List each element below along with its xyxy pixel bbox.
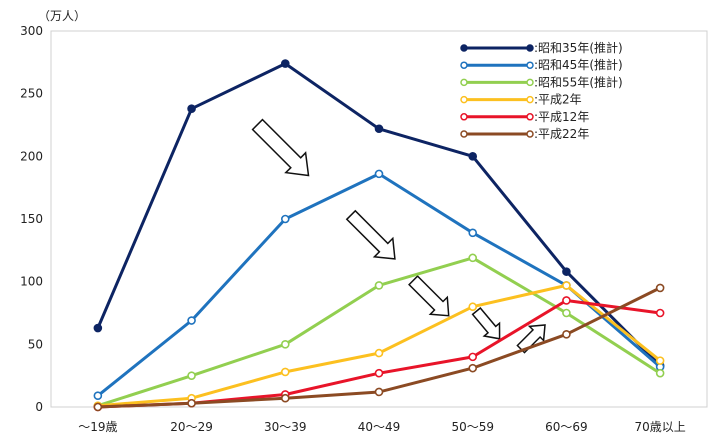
legend-item: :昭和55年(推計) — [460, 74, 623, 89]
x-tick-label: 50～59 — [451, 420, 494, 434]
legend: :昭和35年(推計) :昭和45年(推計) :昭和55年(推計) :平成2年 :平成12… — [460, 40, 623, 141]
data-point — [374, 169, 384, 179]
data-point — [655, 356, 665, 365]
data-point — [374, 281, 384, 290]
legend-marker — [526, 130, 534, 138]
y-tick-label: 250 — [20, 87, 43, 101]
data-point — [655, 283, 665, 293]
data-point — [562, 281, 571, 290]
legend-item: :平成22年 — [460, 127, 589, 141]
legend-item: :平成2年 — [460, 93, 582, 107]
x-tick-label: 70歳以上 — [635, 420, 686, 434]
x-axis-ticks: ～19歳 20～29 30～39 40～49 50～59 60～69 70歳以上 — [78, 420, 686, 434]
y-axis-unit-label: （万人） — [38, 9, 86, 23]
trend-arrow-icon — [251, 118, 310, 177]
x-tick-label: ～19歳 — [78, 420, 117, 434]
y-axis-ticks: 0 50 100 150 200 250 300 — [20, 24, 43, 414]
y-tick-label: 0 — [35, 400, 43, 414]
legend-marker — [460, 61, 468, 69]
data-point — [280, 340, 290, 349]
data-point — [468, 363, 478, 373]
legend-marker — [526, 44, 534, 52]
legend-marker — [460, 44, 468, 52]
legend-label: :昭和45年(推計) — [534, 57, 623, 72]
data-point — [93, 323, 103, 333]
data-point — [280, 367, 290, 377]
data-point — [187, 398, 196, 408]
data-point — [374, 368, 384, 378]
legend-label: :昭和55年(推計) — [534, 74, 623, 89]
data-point — [187, 371, 196, 380]
data-point — [562, 308, 571, 318]
data-point — [468, 302, 478, 312]
data-point — [562, 330, 571, 339]
x-tick-label: 40～49 — [358, 420, 401, 434]
series-lines — [93, 59, 665, 412]
y-tick-label: 200 — [20, 149, 43, 163]
y-tick-label: 150 — [20, 212, 43, 226]
legend-label: :平成12年 — [534, 110, 589, 124]
plot-area — [50, 30, 708, 408]
data-point — [93, 391, 103, 401]
legend-marker — [460, 95, 468, 104]
trend-arrow-icon — [408, 275, 450, 317]
legend-item: :昭和45年(推計) — [460, 57, 623, 72]
legend-marker — [460, 113, 468, 121]
legend-marker — [526, 113, 534, 121]
trend-arrow-icon — [471, 306, 501, 340]
data-point — [374, 348, 384, 358]
data-point — [468, 352, 478, 362]
series-line — [97, 283, 662, 408]
legend-label: :平成2年 — [534, 93, 582, 107]
legend-marker — [526, 78, 534, 87]
data-point — [93, 402, 103, 412]
data-point — [374, 387, 384, 397]
y-tick-label: 50 — [28, 337, 43, 351]
legend-marker — [460, 78, 468, 87]
x-tick-label: 20～29 — [170, 420, 213, 434]
legend-label: :平成22年 — [534, 127, 589, 141]
data-point — [655, 368, 665, 378]
data-point — [374, 124, 384, 134]
x-tick-label: 30～39 — [264, 420, 307, 434]
legend-marker — [526, 95, 534, 104]
data-point — [468, 152, 478, 161]
data-point — [562, 296, 571, 305]
data-point — [468, 228, 478, 238]
series-6 — [93, 283, 665, 412]
data-point — [280, 59, 290, 68]
data-point — [468, 253, 478, 263]
x-tick-label: 60～69 — [545, 420, 588, 434]
legend-marker — [460, 130, 468, 138]
y-tick-label: 300 — [20, 24, 43, 38]
data-point — [187, 104, 196, 114]
data-point — [655, 308, 665, 318]
legend-label: :昭和35年(推計) — [534, 40, 623, 55]
y-tick-label: 100 — [20, 275, 43, 289]
data-point — [562, 267, 571, 276]
trend-arrows — [251, 118, 546, 354]
trend-arrow-icon — [345, 209, 396, 260]
data-point — [187, 316, 196, 325]
data-point — [280, 214, 290, 224]
data-point — [280, 393, 290, 403]
legend-marker — [526, 61, 534, 69]
legend-item: :昭和35年(推計) — [460, 40, 623, 55]
legend-item: :平成12年 — [460, 110, 589, 124]
